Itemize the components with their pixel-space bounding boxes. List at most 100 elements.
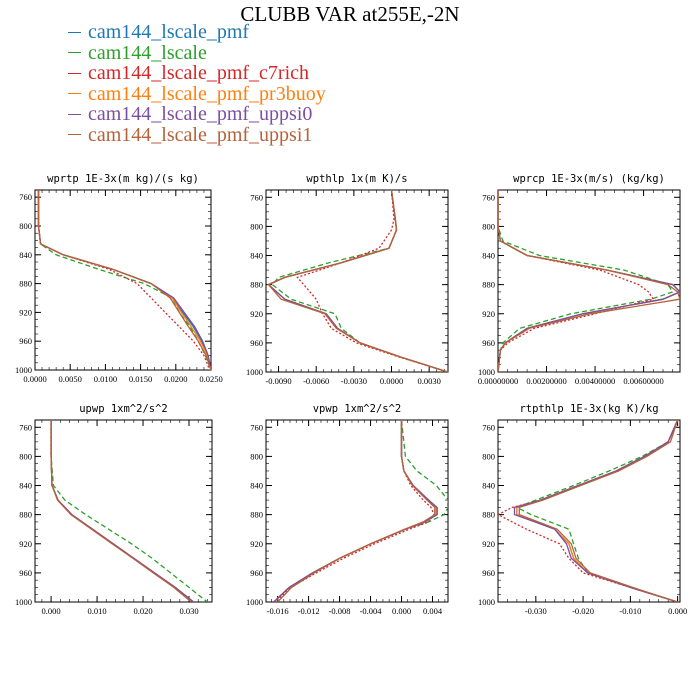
y-tick-label: 1000: [15, 365, 32, 375]
legend-swatch: [68, 31, 81, 33]
y-tick-label: 840: [250, 481, 263, 491]
y-tick-label: 920: [482, 539, 495, 549]
x-tick-label: 0.0150: [129, 374, 152, 384]
x-tick-label: 0.010: [88, 606, 107, 616]
series-line-1: [50, 420, 195, 602]
series-line-3: [274, 420, 435, 602]
x-tick-label: 0.030: [179, 606, 198, 616]
y-tick-label: 840: [19, 481, 32, 491]
x-tick-label: 0.0100: [94, 374, 117, 384]
legend-item: cam144_lscale_pmf_c7rich: [68, 63, 326, 84]
series-line-6: [498, 190, 680, 372]
x-tick-label: 0.0200: [164, 374, 187, 384]
x-tick-label: -0.0060: [303, 376, 329, 386]
series-line-5: [267, 190, 448, 372]
plot-frame: [34, 419, 213, 603]
y-tick-label: 1000: [478, 597, 495, 607]
y-tick-label: 960: [482, 338, 495, 348]
y-tick-label: 1000: [246, 597, 263, 607]
x-tick-label: 0.0000: [380, 376, 403, 386]
y-tick-label: 920: [19, 539, 32, 549]
legend-item: cam144_lscale: [68, 41, 326, 64]
plot-frame: [497, 419, 681, 603]
y-tick-label: 1000: [15, 597, 32, 607]
legend-swatch: [68, 52, 81, 54]
y-tick-label: 960: [250, 338, 263, 348]
legend-swatch: [68, 72, 81, 74]
x-tick-label: 0.00600000: [623, 376, 663, 386]
series-line-5: [50, 420, 195, 602]
y-tick-label: 920: [482, 309, 495, 319]
x-tick-label: 0.004: [423, 606, 443, 616]
x-tick-label: 0.000: [668, 606, 687, 616]
panel-title: wpthlp 1x(m K)/s: [306, 173, 407, 185]
legend-swatch: [68, 113, 81, 115]
y-tick-label: 800: [250, 451, 263, 461]
legend-item: cam144_lscale_pmf_uppsi0: [68, 104, 326, 125]
series-line-6: [50, 420, 192, 602]
y-tick-label: 880: [482, 280, 495, 290]
y-tick-label: 1000: [246, 367, 263, 377]
series-line-2: [498, 190, 674, 372]
y-tick-label: 880: [482, 510, 495, 520]
y-tick-label: 880: [19, 279, 32, 289]
y-tick-label: 840: [19, 250, 32, 260]
series-line-3: [296, 190, 448, 372]
y-tick-label: 920: [19, 307, 32, 317]
series-line-3: [50, 420, 195, 602]
y-tick-label: 800: [250, 221, 263, 231]
x-tick-label: -0.004: [360, 606, 383, 616]
series-line-4: [50, 420, 195, 602]
y-tick-label: 840: [482, 251, 495, 261]
plot-frame: [497, 189, 681, 373]
x-tick-label: -0.020: [572, 606, 594, 616]
y-tick-label: 960: [19, 568, 32, 578]
x-tick-label: -0.008: [329, 606, 351, 616]
y-tick-label: 960: [482, 568, 495, 578]
y-tick-label: 880: [250, 280, 263, 290]
series-line-3: [37, 190, 211, 370]
panel-5: vpwp 1xm^2/s^2 -0.016 -0.012 -0.008 -0.004 0.…: [246, 403, 449, 616]
series-line-6: [518, 420, 679, 602]
x-tick-label: -0.012: [298, 606, 320, 616]
y-tick-label: 800: [19, 221, 32, 231]
x-tick-label: -0.0090: [265, 376, 291, 386]
series-line-6: [267, 190, 448, 372]
series-line-2: [273, 420, 448, 602]
y-tick-label: 760: [19, 192, 32, 202]
series-line-5: [37, 190, 211, 370]
series-line-1: [37, 190, 211, 370]
x-tick-label: 0.000: [392, 606, 411, 616]
panel-6: rtpthlp 1E-3x(kg K)/kg -0.030 -0.020 -0.010…: [478, 403, 687, 616]
series-line-4: [37, 190, 211, 370]
x-tick-label: 0.0000: [23, 374, 46, 384]
legend-label: cam144_lscale_pmf_uppsi0: [88, 103, 313, 125]
x-tick-label: 0.020: [133, 606, 152, 616]
x-tick-label: -0.030: [525, 606, 547, 616]
legend-label: cam144_lscale_pmf_c7rich: [88, 62, 310, 84]
series-line-1: [273, 420, 438, 602]
y-tick-label: 960: [250, 568, 263, 578]
chart-title: CLUBB VAR at255E,-2N: [240, 2, 460, 26]
legend-label: cam144_lscale_pmf_uppsi1: [88, 123, 313, 146]
x-tick-label: 0.00400000: [575, 376, 615, 386]
y-tick-label: 960: [19, 336, 32, 346]
series-line-6: [37, 190, 211, 370]
plot-frame: [265, 189, 449, 373]
x-tick-label: 0.0250: [199, 374, 222, 384]
panel-title: upwp 1xm^2/s^2: [79, 403, 168, 415]
panel-title: rtpthlp 1E-3x(kg K)/kg: [519, 403, 658, 415]
x-tick-label: 0.000: [42, 606, 61, 616]
y-tick-label: 760: [250, 422, 263, 432]
y-tick-label: 760: [19, 422, 32, 432]
panel-title: vpwp 1xm^2/s^2: [313, 403, 402, 415]
legend-label: cam144_lscale: [88, 41, 207, 64]
y-tick-label: 800: [482, 221, 495, 231]
y-tick-label: 840: [250, 251, 263, 261]
x-tick-label: -0.016: [267, 606, 289, 616]
series-line-4: [273, 420, 438, 602]
series-line-2: [50, 420, 208, 602]
x-tick-label: 0.0050: [59, 374, 82, 384]
x-tick-label: -0.010: [619, 606, 641, 616]
